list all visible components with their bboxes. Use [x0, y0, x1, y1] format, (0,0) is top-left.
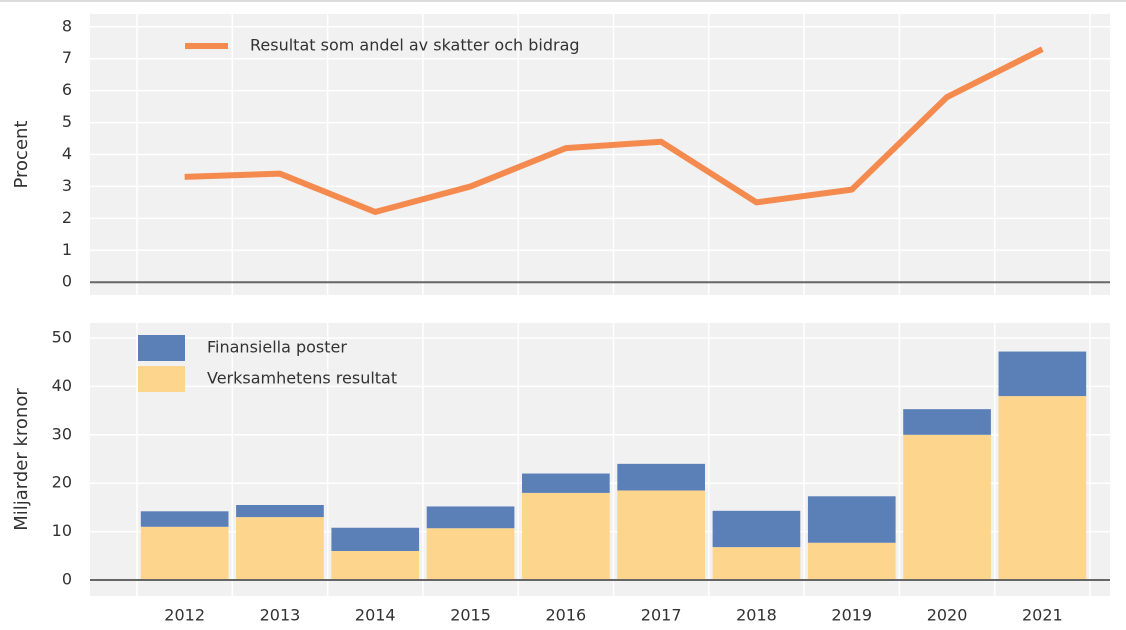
- line: [184, 46, 1044, 215]
- bar-segment: [426, 528, 515, 581]
- bar-segment: [522, 492, 610, 581]
- bar-segment: [903, 434, 991, 581]
- y-tick-label: 0: [62, 272, 72, 291]
- y-tick-label: 10: [52, 521, 72, 540]
- y-tick-label: 2: [62, 208, 72, 227]
- legend-label: Resultat som andel av skatter och bidrag: [250, 36, 580, 55]
- y-tick-label: 40: [52, 376, 72, 395]
- bar-segment: [903, 409, 991, 435]
- x-tick-label: 2019: [831, 606, 872, 625]
- y-tick-label: 4: [62, 144, 72, 163]
- bar-segment: [140, 526, 229, 581]
- bar-segment: [712, 547, 801, 581]
- bar-segment: [140, 511, 229, 527]
- bar-segment: [807, 496, 896, 543]
- bar-segment: [236, 505, 324, 518]
- bar-segment: [617, 490, 705, 581]
- y-tick-label: 5: [62, 112, 72, 131]
- bar-segment: [236, 517, 324, 581]
- x-tick-label: 2018: [736, 606, 777, 625]
- y-tick-label: 8: [62, 16, 72, 35]
- bar-segment: [712, 510, 801, 548]
- y-tick-label: 50: [52, 328, 72, 347]
- x-tick-label: 2021: [1022, 606, 1063, 625]
- y-axis-label: Procent: [11, 121, 32, 189]
- y-tick-label: 1: [62, 240, 72, 259]
- bar-segment: [998, 396, 1087, 581]
- y-tick-label: 0: [62, 570, 72, 589]
- x-tick-label: 2015: [450, 606, 491, 625]
- bar-segment: [522, 473, 610, 493]
- x-tick-label: 2014: [355, 606, 396, 625]
- bar-segment: [807, 542, 896, 581]
- bar-segment: [426, 506, 515, 529]
- y-tick-label: 3: [62, 176, 72, 195]
- legend-swatch: [138, 366, 185, 392]
- bar-segment: [617, 463, 705, 491]
- y-tick-label: 7: [62, 48, 72, 67]
- x-tick-label: 2020: [927, 606, 968, 625]
- y-axis-label: Miljarder kronor: [11, 388, 32, 531]
- x-tick-label: 2017: [641, 606, 682, 625]
- legend-swatch: [138, 335, 185, 361]
- bar-segment: [998, 351, 1087, 397]
- legend-label: Verksamhetens resultat: [207, 369, 397, 388]
- y-tick-label: 6: [62, 80, 72, 99]
- x-tick-label: 2013: [260, 606, 301, 625]
- y-tick-label: 20: [52, 473, 72, 492]
- x-tick-label: 2016: [545, 606, 586, 625]
- legend-label: Finansiella poster: [207, 338, 347, 357]
- bar-segment: [331, 550, 420, 581]
- x-tick-label: 2012: [164, 606, 205, 625]
- y-tick-label: 30: [52, 424, 72, 443]
- bar-segment: [331, 527, 420, 551]
